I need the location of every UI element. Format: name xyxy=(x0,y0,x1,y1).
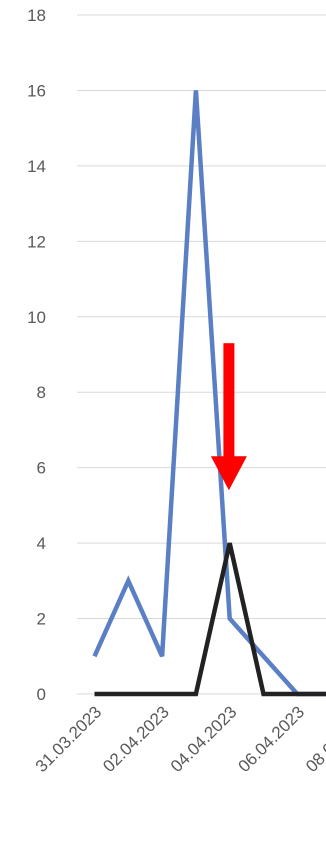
y-tick-label: 8 xyxy=(37,383,46,402)
series-line-2 xyxy=(94,542,326,697)
y-tick-label: 16 xyxy=(27,81,46,100)
x-tick-label: 04.04.2023 xyxy=(167,702,241,776)
y-tick-label: 2 xyxy=(37,610,46,629)
series-lines xyxy=(92,90,326,697)
gridlines xyxy=(77,14,326,695)
y-tick-label: 14 xyxy=(27,157,46,176)
x-tick-label: 31.03.2023 xyxy=(32,702,106,776)
y-tick-label: 12 xyxy=(27,232,46,251)
y-tick-label: 4 xyxy=(37,534,46,553)
annotations xyxy=(210,343,247,491)
arrow-shaft xyxy=(223,343,235,458)
x-tick-label: 06.04.2023 xyxy=(235,702,309,776)
x-tick-label: 02.04.2023 xyxy=(99,702,173,776)
y-axis-ticks: 0 2 4 6 8 10 12 14 16 18 xyxy=(27,6,46,704)
arrow-head xyxy=(210,456,247,491)
y-tick-label: 6 xyxy=(37,459,46,478)
y-tick-label: 0 xyxy=(37,685,46,704)
y-tick-label: 10 xyxy=(27,308,46,327)
series-line-1 xyxy=(92,90,326,697)
x-axis-ticks: 31.03.202302.04.202304.04.202306.04.2023… xyxy=(32,702,326,776)
y-tick-label: 18 xyxy=(27,6,46,25)
